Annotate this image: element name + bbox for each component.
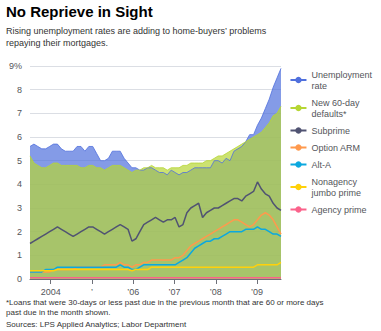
svg-text:Subprime: Subprime — [311, 126, 350, 136]
svg-text:’08: ’08 — [210, 287, 222, 297]
svg-text:New 60-day: New 60-day — [311, 98, 360, 108]
svg-text:defaults*: defaults* — [311, 109, 347, 119]
svg-text:No Reprieve in Sight: No Reprieve in Sight — [6, 3, 153, 20]
svg-text:*Loans that were 30-days or le: *Loans that were 30-days or less past du… — [6, 298, 324, 307]
svg-text:6: 6 — [17, 132, 22, 142]
svg-text:’06: ’06 — [127, 287, 139, 297]
svg-text:’09: ’09 — [251, 287, 263, 297]
svg-text:Alt-A: Alt-A — [311, 160, 331, 170]
svg-text:jumbo prime: jumbo prime — [310, 188, 361, 198]
svg-text:4: 4 — [17, 179, 22, 189]
svg-text:5: 5 — [17, 156, 22, 166]
svg-text:Unemployment: Unemployment — [311, 70, 372, 80]
svg-text:’: ’ — [91, 287, 93, 297]
svg-text:1: 1 — [17, 250, 22, 260]
svg-text:past due in the month shown.: past due in the month shown. — [6, 308, 111, 317]
svg-text:Agency prime: Agency prime — [311, 205, 366, 215]
svg-text:8: 8 — [17, 85, 22, 95]
svg-text:7: 7 — [17, 108, 22, 118]
svg-text:rate: rate — [311, 81, 327, 91]
svg-text:repaying their mortgages.: repaying their mortgages. — [6, 38, 108, 48]
svg-text:3: 3 — [17, 203, 22, 213]
svg-text:2004: 2004 — [41, 287, 61, 297]
svg-text:Sources: LPS Applied Analytics: Sources: LPS Applied Analytics; Labor De… — [6, 320, 187, 329]
svg-text:Nonagency: Nonagency — [311, 177, 357, 187]
svg-text:2: 2 — [17, 227, 22, 237]
svg-text:9%: 9% — [9, 61, 22, 71]
svg-text:Rising unemployment rates are: Rising unemployment rates are adding to … — [6, 26, 267, 36]
svg-text:0: 0 — [17, 274, 22, 284]
svg-text:Option ARM: Option ARM — [311, 143, 360, 153]
svg-text:’07: ’07 — [168, 287, 180, 297]
